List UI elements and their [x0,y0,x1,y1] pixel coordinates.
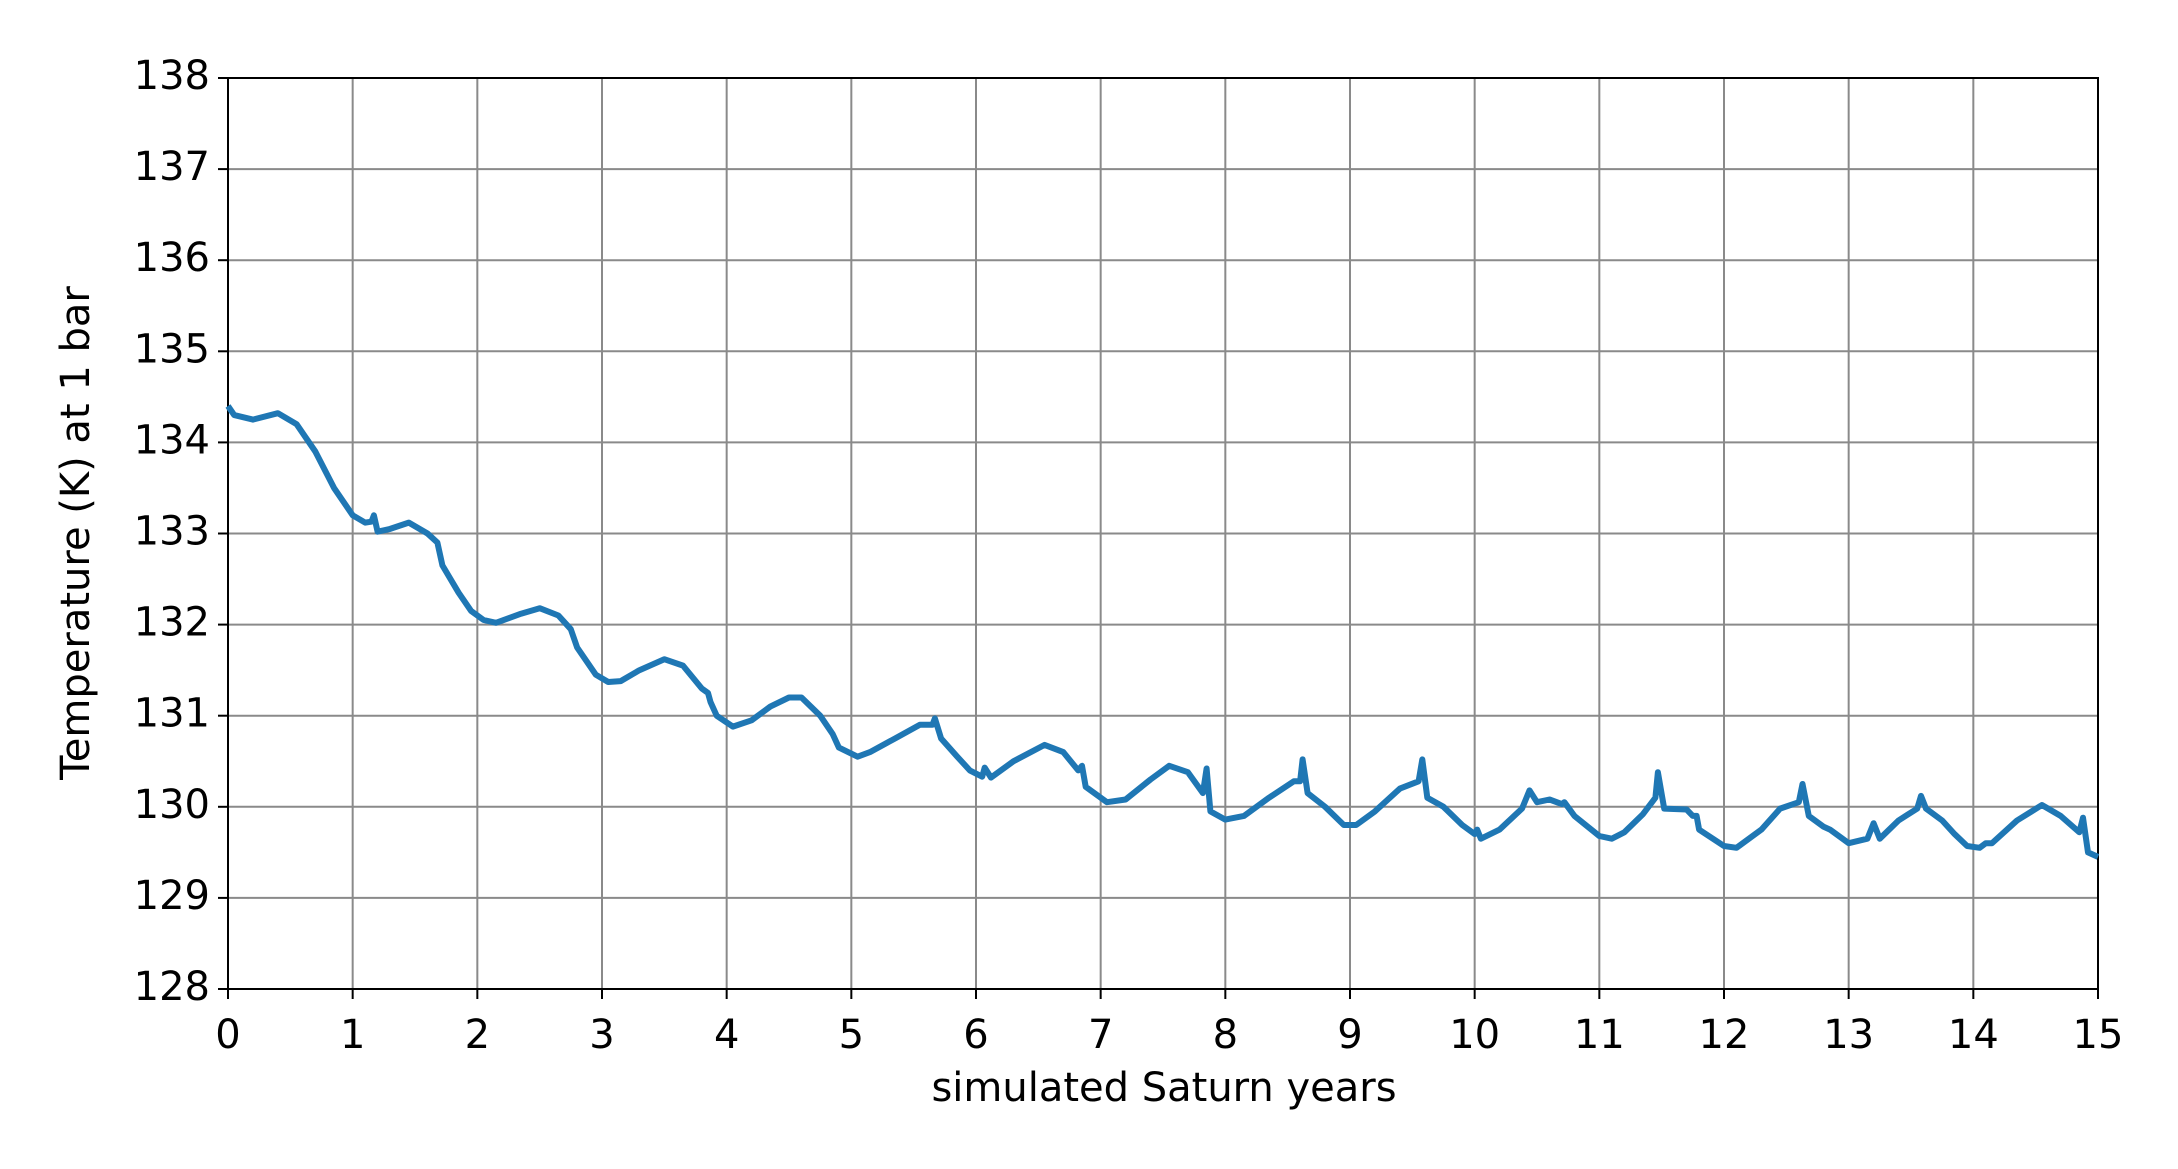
x-tick-label: 15 [2073,1012,2124,1058]
x-tick-label: 1 [340,1012,365,1058]
y-tick-label: 135 [134,326,210,372]
x-tick-label: 14 [1948,1012,1999,1058]
x-tick-label: 9 [1337,1012,1362,1058]
x-tick-label: 2 [465,1012,490,1058]
y-tick-label: 136 [134,235,210,281]
y-tick-label: 133 [134,509,210,555]
x-tick-label: 7 [1088,1012,1113,1058]
y-tick-label: 129 [134,873,210,919]
x-tick-label: 8 [1213,1012,1238,1058]
x-tick-label: 0 [215,1012,240,1058]
y-tick-label: 138 [134,53,210,99]
x-tick-label: 6 [963,1012,988,1058]
y-tick-label: 132 [134,600,210,646]
x-tick-label: 10 [1449,1012,1500,1058]
y-axis-label: Temperature (K) at 1 bar [53,286,99,781]
y-tick-label: 128 [134,964,210,1010]
y-tick-label: 130 [134,782,210,828]
y-tick-label: 134 [134,417,210,463]
y-tick-label: 137 [134,144,210,190]
x-tick-label: 5 [839,1012,864,1058]
x-tick-label: 4 [714,1012,739,1058]
y-tick-label: 131 [134,691,210,737]
x-tick-label: 3 [589,1012,614,1058]
data-line [225,404,2100,860]
x-axis-label: simulated Saturn years [931,1065,1396,1111]
x-tick-label: 11 [1574,1012,1625,1058]
plot-frame [227,77,2099,990]
x-tick-label: 13 [1823,1012,1874,1058]
x-tick-label: 12 [1699,1012,1750,1058]
